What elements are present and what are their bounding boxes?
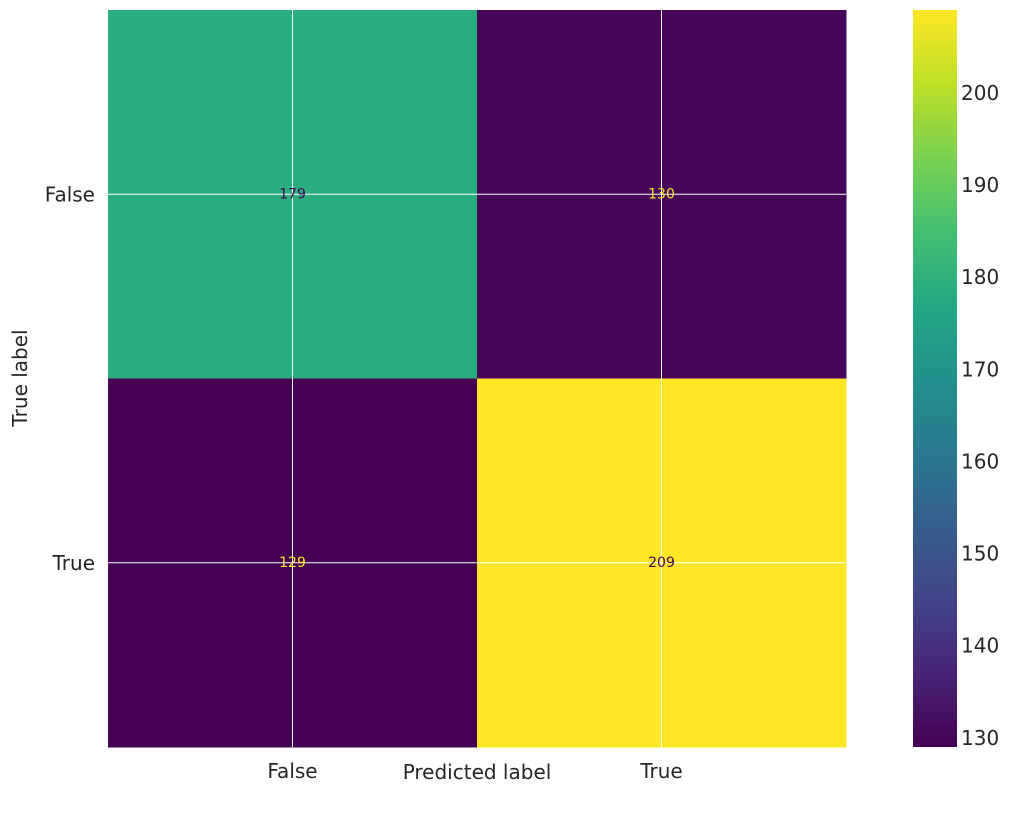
colorbar-tick-label: 190 [961,173,999,197]
x-axis-label: Predicted label [403,760,552,784]
cell-value-label: 129 [279,555,306,571]
x-tick-label: True [639,759,682,783]
colorbar-tick-label: 130 [961,726,999,750]
y-tick-labels: False True [45,182,95,575]
heatmap-cells [108,10,847,748]
y-tick-label: False [45,182,95,206]
cell-value-label: 209 [648,555,675,571]
cell-value-label: 179 [279,186,306,202]
cell-value-label: 130 [648,186,675,202]
y-axis-label: True label [8,329,32,427]
colorbar-tick-label: 160 [961,449,999,473]
x-tick-label: False [267,759,317,783]
x-tick-labels: False True [267,759,682,783]
colorbar-tick-label: 200 [961,81,999,105]
colorbar-tick-label: 170 [961,357,999,381]
colorbar [913,10,957,747]
colorbar-tick-label: 140 [961,634,999,658]
y-tick-label: True [52,551,95,575]
colorbar-tick-label: 180 [961,265,999,289]
colorbar-tick-label: 150 [961,542,999,566]
colorbar-tick-labels: 130 140 150 160 170 180 190 200 [961,81,999,750]
cell-value-labels: 179 130 129 209 [279,186,675,571]
heatmap-gridlines [108,10,846,747]
